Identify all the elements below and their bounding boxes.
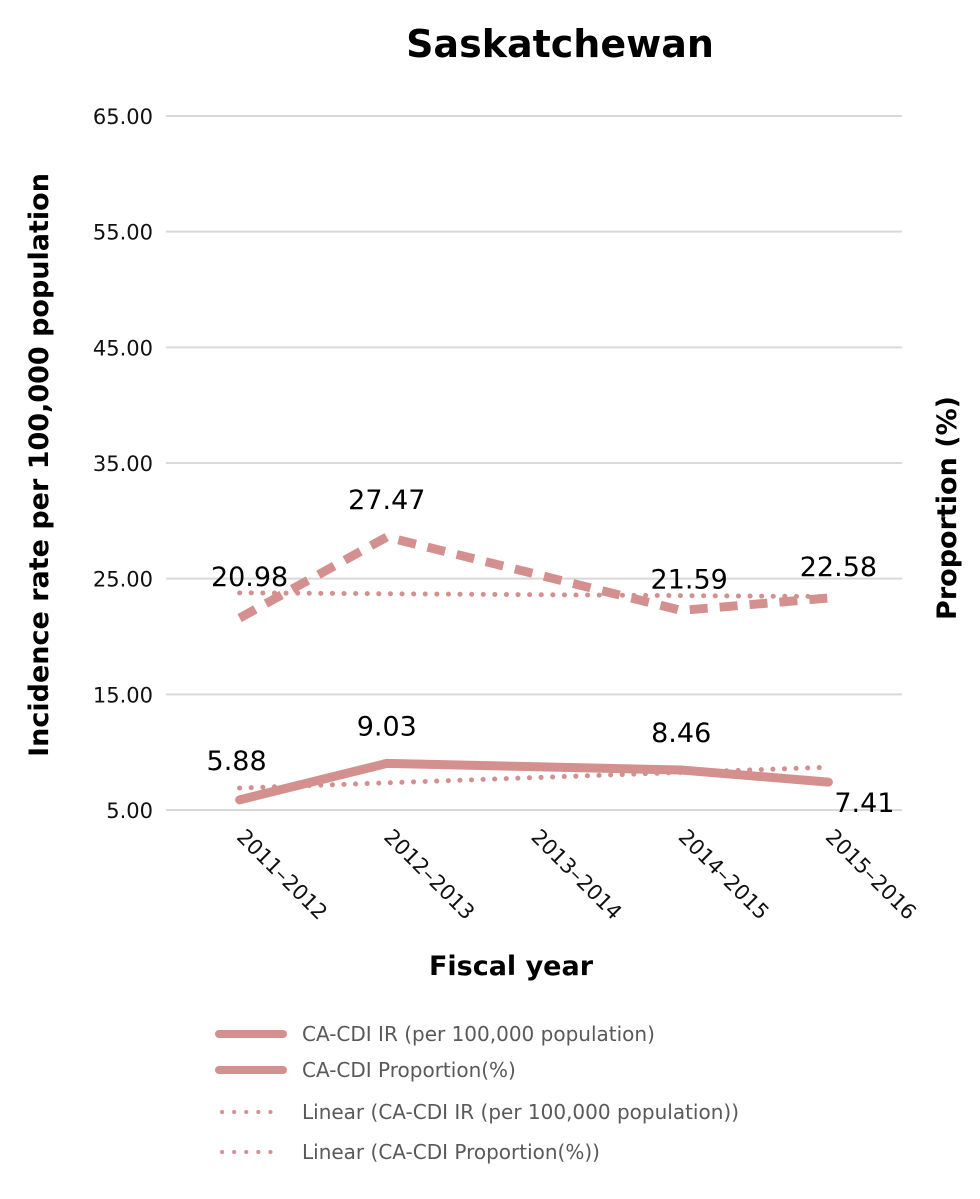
y-axis-title: Incidence rate per 100,000 population (24, 173, 55, 757)
x-axis-title: Fiscal year (429, 951, 594, 982)
data-label: 22.58 (800, 552, 877, 583)
x-tick-label: 2015–2016 (821, 825, 921, 925)
data-label: 8.46 (651, 718, 711, 749)
data-label: 9.03 (357, 711, 417, 742)
gridlines (166, 115, 902, 811)
legend-label: Linear (CA-CDI IR (per 100,000 populatio… (302, 1100, 739, 1124)
chart-title: Saskatchewan (406, 22, 714, 66)
data-label: 7.41 (834, 788, 894, 819)
series (235, 532, 833, 805)
legend: CA-CDI IR (per 100,000 population) CA-CDI… (215, 1022, 739, 1164)
y-tick-label: 5.00 (106, 799, 153, 823)
y-axis-ticks: 5.00 15.00 25.00 35.00 45.00 55.00 65.00 (93, 105, 153, 823)
data-labels: 5.88 9.03 8.46 7.41 20.98 27.47 21.59 22.58 (207, 485, 895, 819)
legend-label: CA-CDI IR (per 100,000 population) (302, 1022, 655, 1046)
y-tick-label: 65.00 (93, 105, 153, 129)
data-label: 5.88 (207, 746, 267, 777)
x-tick-label: 2011–2012 (232, 825, 332, 925)
y-tick-label: 15.00 (93, 683, 153, 707)
y-tick-label: 35.00 (93, 452, 153, 476)
x-tick-label: 2012–2013 (379, 825, 479, 925)
y2-axis-title: Proportion (%) (932, 396, 963, 620)
y-tick-label: 25.00 (93, 568, 153, 592)
legend-label: Linear (CA-CDI Proportion(%)) (302, 1140, 600, 1164)
y-tick-label: 45.00 (93, 336, 153, 360)
x-tick-label: 2014–2015 (674, 825, 774, 925)
series-line-2 (237, 532, 829, 622)
y-tick-label: 55.00 (93, 221, 153, 245)
x-axis-ticks: 2011–2012 2012–2013 2013–2014 2014–2015 2015… (232, 825, 921, 925)
data-label: 20.98 (211, 562, 288, 593)
series-line-4 (237, 590, 831, 600)
data-label: 21.59 (651, 564, 728, 595)
series-line-1 (235, 758, 833, 805)
x-tick-label: 2013–2014 (526, 825, 626, 925)
legend-label: CA-CDI Proportion(%) (302, 1058, 516, 1082)
data-label: 27.47 (348, 485, 425, 516)
